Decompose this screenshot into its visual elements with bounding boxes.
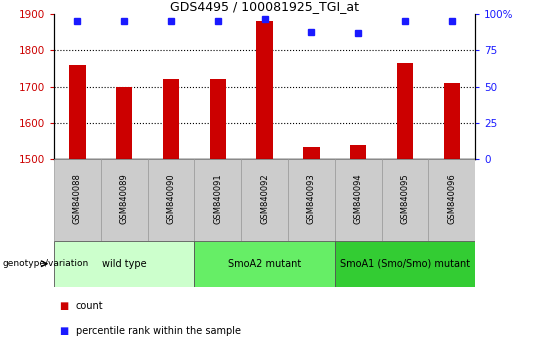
- Bar: [194, 159, 241, 241]
- Text: genotype/variation: genotype/variation: [3, 259, 89, 268]
- Bar: [256, 22, 273, 159]
- Bar: [241, 159, 288, 241]
- Text: GSM840088: GSM840088: [73, 173, 82, 224]
- Text: GSM840089: GSM840089: [120, 173, 129, 224]
- Text: GSM840090: GSM840090: [166, 173, 176, 224]
- Bar: [69, 65, 85, 159]
- Bar: [382, 159, 428, 241]
- Bar: [163, 79, 179, 159]
- Text: SmoA2 mutant: SmoA2 mutant: [228, 259, 301, 269]
- Bar: [335, 241, 475, 287]
- Bar: [397, 63, 413, 159]
- Bar: [194, 241, 335, 287]
- Text: GSM840092: GSM840092: [260, 173, 269, 224]
- Text: GSM840094: GSM840094: [354, 173, 363, 224]
- Bar: [303, 147, 320, 159]
- Bar: [147, 159, 194, 241]
- Text: GSM840095: GSM840095: [401, 173, 409, 224]
- Bar: [54, 159, 101, 241]
- Title: GDS4495 / 100081925_TGI_at: GDS4495 / 100081925_TGI_at: [170, 0, 359, 13]
- Text: percentile rank within the sample: percentile rank within the sample: [76, 326, 241, 336]
- Text: GSM840093: GSM840093: [307, 173, 316, 224]
- Bar: [210, 79, 226, 159]
- Text: GSM840096: GSM840096: [447, 173, 456, 224]
- Bar: [288, 159, 335, 241]
- Bar: [350, 145, 366, 159]
- Text: count: count: [76, 301, 103, 311]
- Text: SmoA1 (Smo/Smo) mutant: SmoA1 (Smo/Smo) mutant: [340, 259, 470, 269]
- Bar: [101, 159, 147, 241]
- Bar: [116, 87, 132, 159]
- Text: wild type: wild type: [102, 259, 146, 269]
- Bar: [428, 159, 475, 241]
- Bar: [54, 241, 194, 287]
- Text: ■: ■: [59, 301, 69, 311]
- Text: ■: ■: [59, 326, 69, 336]
- Text: GSM840091: GSM840091: [213, 173, 222, 224]
- Bar: [335, 159, 382, 241]
- Bar: [444, 83, 460, 159]
